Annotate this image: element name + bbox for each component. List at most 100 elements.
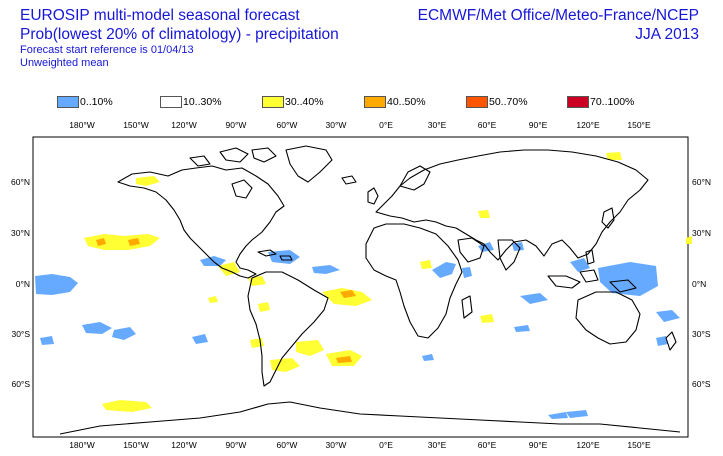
lon-label-bottom-60w: 60°W xyxy=(277,440,298,450)
forecast-start-reference: Forecast start reference is 01/04/13 xyxy=(20,44,194,56)
yellow-patch-south-atlantic-1 xyxy=(296,340,324,356)
coast-sumatra-java xyxy=(547,275,581,289)
lat-label-60n: 60°N xyxy=(11,177,30,187)
blue-patch-west-pacific xyxy=(598,262,658,296)
coast-hispaniola xyxy=(279,255,293,261)
coast-australia xyxy=(575,291,641,345)
lon-label-bottom-150e: 150°E xyxy=(627,440,651,450)
map-title-variable: Prob(lowest 20% of climatology) - precip… xyxy=(20,26,339,43)
coast-arctic-islands-1 xyxy=(219,147,249,163)
lat-label-0n: 0°N xyxy=(16,279,30,289)
blue-patch-east-africa xyxy=(432,262,456,278)
yellow-patch-colombia xyxy=(248,276,266,286)
legend-swatch-0-10 xyxy=(57,96,79,108)
coast-cuba xyxy=(257,249,277,257)
legend-label-10-30: 10..30% xyxy=(183,96,222,108)
legend-label-50-70: 50..70% xyxy=(489,96,528,108)
lat-label-right-30n: 30°N xyxy=(692,228,711,238)
forecast-season: JJA 2013 xyxy=(635,26,699,43)
orange-patch-equatorial-atlantic xyxy=(340,290,356,298)
forecasting-centres: ECMWF/Met Office/Meteo-France/NCEP xyxy=(417,7,699,24)
lon-label-bottom-90w: 90°W xyxy=(226,440,247,450)
orange-patch-north-pacific-2 xyxy=(128,238,140,246)
coast-scandinavia xyxy=(399,165,431,191)
coast-japan xyxy=(601,207,615,229)
yellow-patch-alaska xyxy=(136,176,160,186)
lon-label-30w: 30°W xyxy=(326,120,347,130)
legend-label-0-10: 0..10% xyxy=(80,96,113,108)
coast-new-guinea xyxy=(609,279,637,293)
mean-type: Unweighted mean xyxy=(20,57,109,69)
blue-patch-new-zealand xyxy=(656,310,680,322)
blue-patch-indian-ocean xyxy=(520,293,548,304)
lon-label-bottom-90e: 90°E xyxy=(529,440,548,450)
blue-patch-southern-ocean-2 xyxy=(566,410,588,418)
lon-label-bottom-150w: 150°W xyxy=(123,440,149,450)
coast-new-zealand xyxy=(665,331,677,351)
blue-patch-south-indian xyxy=(514,325,530,332)
lon-label-bottom-60e: 60°E xyxy=(478,440,497,450)
yellow-patch-north-pacific xyxy=(84,234,160,250)
blue-patch-south-china-sea xyxy=(570,258,590,272)
legend: 0..10% 10..30% 30..40% 40..50% 50..70% 7… xyxy=(0,95,723,109)
lat-label-30n: 30°N xyxy=(11,228,30,238)
lat-label-right-30s: 30°S xyxy=(692,329,711,339)
map-title: EUROSIP multi-model seasonal forecast xyxy=(20,7,300,24)
lon-label-0e: 0°E xyxy=(379,120,393,130)
legend-swatch-70-100 xyxy=(567,96,589,108)
yellow-patch-east-edge xyxy=(686,236,692,244)
coast-hudson-bay xyxy=(231,179,253,199)
legend-item-50-70: 50..70% xyxy=(466,95,528,109)
lon-label-bottom-180w: 180°W xyxy=(69,440,95,450)
legend-item-0-10: 0..10% xyxy=(57,95,113,109)
coast-north-america xyxy=(117,165,285,279)
shading-0-10 xyxy=(35,242,680,419)
lon-label-120e: 120°E xyxy=(576,120,600,130)
blue-patch-southern-ocean-1 xyxy=(548,412,568,419)
legend-swatch-10-30 xyxy=(160,96,182,108)
blue-patch-atlantic xyxy=(312,265,340,274)
coast-arabia xyxy=(457,237,485,263)
yellow-patch-east-pacific-south xyxy=(208,296,218,303)
coast-eurasia xyxy=(375,149,649,261)
probability-shading xyxy=(35,152,692,419)
blue-patch-south-pacific-west xyxy=(82,322,112,334)
yellow-patch-central-asia xyxy=(478,210,490,218)
legend-label-30-40: 30..40% xyxy=(285,96,324,108)
blue-patch-south-pacific-3 xyxy=(192,334,208,344)
coast-arctic-islands-2 xyxy=(251,147,277,163)
lat-label-right-0n: 0°N xyxy=(692,279,706,289)
lon-labels-top: 180°W 150°W 120°W 90°W 60°W 30°W 0°E 30°… xyxy=(69,120,651,130)
lon-label-180w: 180°W xyxy=(69,120,95,130)
coast-uk xyxy=(367,187,379,205)
coastlines xyxy=(59,145,681,435)
lat-labels-right: 60°N 30°N 0°N 30°S 60°S xyxy=(692,177,711,389)
coast-arctic-islands-3 xyxy=(189,155,211,167)
lon-label-bottom-120e: 120°E xyxy=(576,440,600,450)
coast-greenland xyxy=(285,145,333,183)
legend-swatch-50-70 xyxy=(466,96,488,108)
legend-swatch-40-50 xyxy=(364,96,386,108)
lat-label-60s: 60°S xyxy=(11,379,30,389)
lat-label-30s: 30°S xyxy=(11,329,30,339)
map-frame xyxy=(32,136,689,438)
yellow-patch-argentina xyxy=(270,358,300,372)
lon-labels-bottom: 180°W 150°W 120°W 90°W 60°W 30°W 0°E 30°… xyxy=(69,440,651,450)
orange-patch-south-atlantic xyxy=(336,356,352,363)
coast-india xyxy=(497,239,521,271)
blue-patch-south-atlantic xyxy=(422,354,434,361)
legend-item-40-50: 40..50% xyxy=(364,95,426,109)
lat-label-right-60n: 60°N xyxy=(692,177,711,187)
lon-label-90w: 90°W xyxy=(226,120,247,130)
title-block: EUROSIP multi-model seasonal forecast Pr… xyxy=(20,6,339,70)
lat-label-right-60s: 60°S xyxy=(692,379,711,389)
yellow-patch-southern-pacific xyxy=(102,400,152,412)
legend-item-70-100: 70..100% xyxy=(567,95,634,109)
coast-madagascar xyxy=(461,295,473,319)
lon-label-90e: 90°E xyxy=(529,120,548,130)
yellow-patch-madagascar-east xyxy=(480,314,494,323)
legend-label-70-100: 70..100% xyxy=(590,96,635,108)
lon-label-bottom-30w: 30°W xyxy=(326,440,347,450)
coast-borneo xyxy=(579,269,599,283)
